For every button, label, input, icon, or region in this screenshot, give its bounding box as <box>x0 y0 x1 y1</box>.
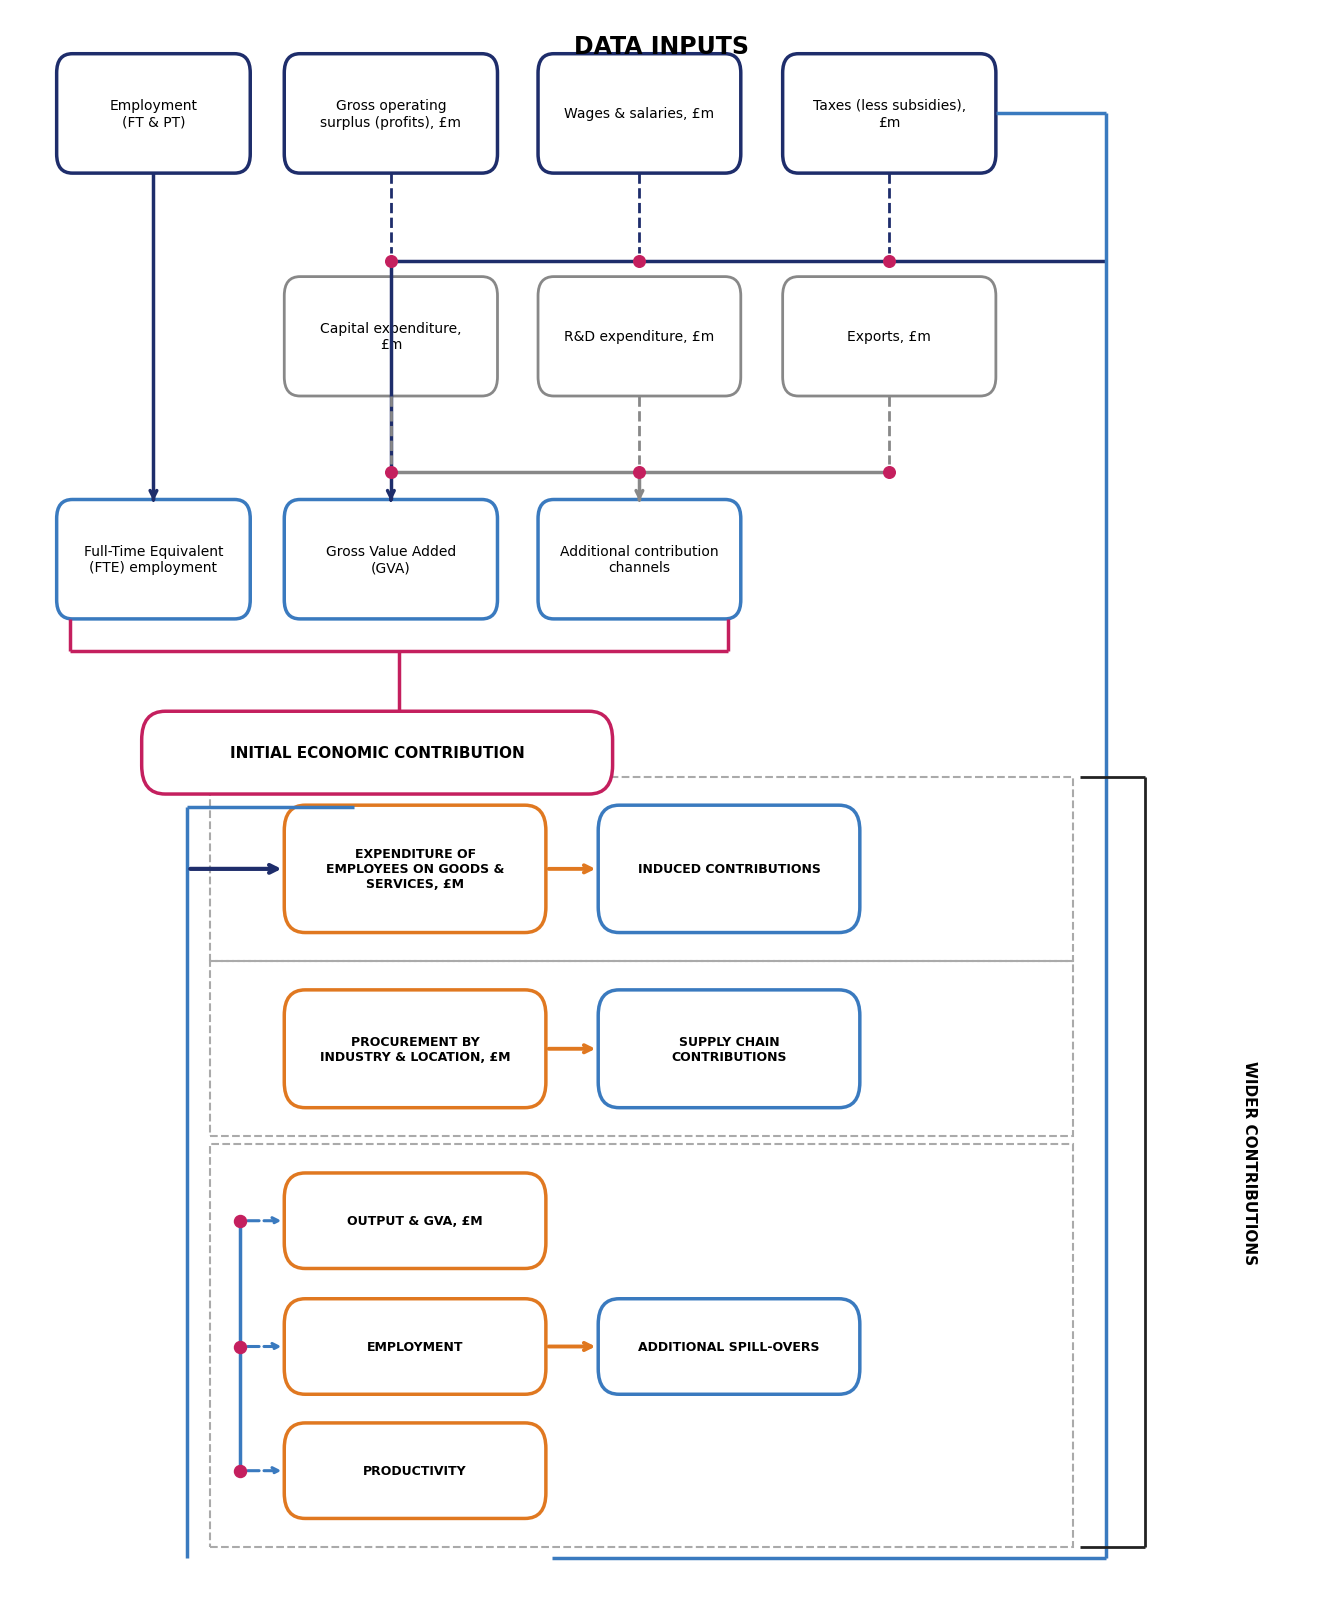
Text: ADDITIONAL SPILL-OVERS: ADDITIONAL SPILL-OVERS <box>639 1340 820 1353</box>
FancyBboxPatch shape <box>538 278 740 396</box>
Text: Additional contribution
channels: Additional contribution channels <box>561 544 719 575</box>
FancyBboxPatch shape <box>599 806 859 933</box>
FancyBboxPatch shape <box>599 1298 859 1395</box>
Bar <box>210 1144 1073 1547</box>
Text: Taxes (less subsidies),
£m: Taxes (less subsidies), £m <box>813 100 966 130</box>
Text: EXPENDITURE OF
EMPLOYEES ON GOODS &
SERVICES, £M: EXPENDITURE OF EMPLOYEES ON GOODS & SERV… <box>327 847 504 891</box>
FancyBboxPatch shape <box>538 501 740 620</box>
FancyBboxPatch shape <box>783 55 995 173</box>
Text: WIDER CONTRIBUTIONS: WIDER CONTRIBUTIONS <box>1243 1059 1257 1265</box>
Text: Full-Time Equivalent
(FTE) employment: Full-Time Equivalent (FTE) employment <box>83 544 223 575</box>
Text: INDUCED CONTRIBUTIONS: INDUCED CONTRIBUTIONS <box>637 863 821 876</box>
Text: Capital expenditure,
£m: Capital expenditure, £m <box>320 323 461 351</box>
Text: SUPPLY CHAIN
CONTRIBUTIONS: SUPPLY CHAIN CONTRIBUTIONS <box>672 1035 787 1063</box>
Text: EMPLOYMENT: EMPLOYMENT <box>366 1340 463 1353</box>
FancyBboxPatch shape <box>57 501 250 620</box>
Point <box>229 1334 250 1359</box>
Point <box>879 249 900 274</box>
Text: DATA INPUTS: DATA INPUTS <box>574 35 748 59</box>
FancyBboxPatch shape <box>141 711 612 794</box>
Point <box>629 461 650 486</box>
Text: OUTPUT & GVA, £M: OUTPUT & GVA, £M <box>348 1215 483 1228</box>
FancyBboxPatch shape <box>284 1424 546 1518</box>
FancyBboxPatch shape <box>284 501 497 620</box>
Text: R&D expenditure, £m: R&D expenditure, £m <box>564 331 715 343</box>
Point <box>879 461 900 486</box>
Text: Employment
(FT & PT): Employment (FT & PT) <box>110 100 197 130</box>
FancyBboxPatch shape <box>57 55 250 173</box>
Text: Exports, £m: Exports, £m <box>847 331 931 343</box>
FancyBboxPatch shape <box>284 55 497 173</box>
Point <box>381 461 402 486</box>
Point <box>229 1209 250 1234</box>
FancyBboxPatch shape <box>284 990 546 1107</box>
FancyBboxPatch shape <box>538 55 740 173</box>
FancyBboxPatch shape <box>284 278 497 396</box>
Text: INITIAL ECONOMIC CONTRIBUTION: INITIAL ECONOMIC CONTRIBUTION <box>230 746 525 761</box>
FancyBboxPatch shape <box>284 1173 546 1268</box>
Point <box>629 249 650 274</box>
FancyBboxPatch shape <box>284 806 546 933</box>
FancyBboxPatch shape <box>284 1298 546 1395</box>
Bar <box>210 777 1073 961</box>
Bar <box>210 961 1073 1136</box>
Point <box>229 1457 250 1483</box>
Text: PROCUREMENT BY
INDUSTRY & LOCATION, £M: PROCUREMENT BY INDUSTRY & LOCATION, £M <box>320 1035 510 1063</box>
Text: Wages & salaries, £m: Wages & salaries, £m <box>564 108 714 122</box>
Text: Gross Value Added
(GVA): Gross Value Added (GVA) <box>325 544 456 575</box>
FancyBboxPatch shape <box>783 278 995 396</box>
Text: Gross operating
surplus (profits), £m: Gross operating surplus (profits), £m <box>320 100 461 130</box>
Text: PRODUCTIVITY: PRODUCTIVITY <box>364 1464 467 1477</box>
Point <box>381 249 402 274</box>
FancyBboxPatch shape <box>599 990 859 1107</box>
